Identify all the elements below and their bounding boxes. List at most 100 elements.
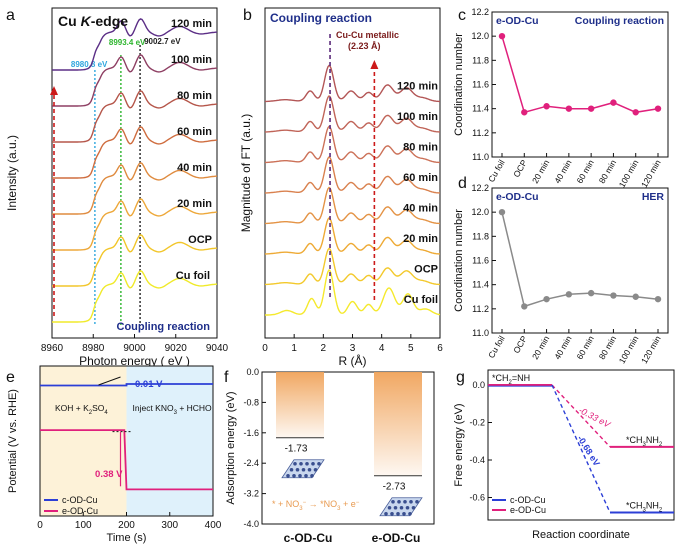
panel-a-xtick-label: 8960 xyxy=(41,343,64,354)
panel-g-level-label-1: *CH3NH2 xyxy=(626,435,663,448)
panel-d-point-5 xyxy=(610,292,617,299)
panel-e-xtick-label: 200 xyxy=(118,520,135,531)
panel-b-series-label-4: 60 min xyxy=(403,172,438,184)
panel-d-xtick-label-4: 60 min xyxy=(574,334,596,361)
panel-f-ytick-label: -3.2 xyxy=(243,489,259,499)
panel-g-level-label-2: *CH3NH2 xyxy=(626,501,663,514)
panel-g-ytick-label: -0.6 xyxy=(469,493,485,503)
panel-d-ytick-label: 12.2 xyxy=(471,183,489,193)
panel-a-spectrum-3 xyxy=(52,162,217,215)
panel-f-frame xyxy=(261,371,435,525)
panel-f-atom xyxy=(289,467,294,472)
panel-label-c: c xyxy=(458,7,466,24)
panel-f-atom xyxy=(405,505,410,510)
panel-f-atom xyxy=(286,473,290,478)
panel-e-delta-e: 0.38 V xyxy=(95,469,123,480)
panel-f-atom xyxy=(390,511,394,516)
panel-a-spectrum-2 xyxy=(52,198,217,251)
panel-a-spectrum-6 xyxy=(52,54,217,107)
panel-c-xtick-label-3: 40 min xyxy=(552,158,574,185)
panel-f-atom xyxy=(298,473,302,478)
panel-b-xtick-label: 4 xyxy=(379,343,385,354)
panel-g-level-label-0: *CH2=NH xyxy=(492,373,530,386)
panel-c-point-4 xyxy=(587,105,595,112)
panel-g-xlabel: Reaction coordinate xyxy=(532,529,630,541)
panel-g-path-c xyxy=(551,384,611,513)
panel-c-xtick-label-5: 80 min xyxy=(597,158,619,185)
panel-c-xtick-label-7: 120 min xyxy=(639,158,663,189)
panel-a-refline-label-2: 9002.7 eV xyxy=(144,37,181,46)
panel-c-point-0 xyxy=(498,32,506,40)
panel-f-atom xyxy=(307,467,312,472)
panel-d-ytick-label: 12.0 xyxy=(471,207,489,217)
panel-g-ytick-label: -0.4 xyxy=(469,455,485,465)
panel-b-series-label-3: 40 min xyxy=(403,203,438,215)
panel-f-atom xyxy=(317,461,321,466)
panel-f-value-label-0: -1.73 xyxy=(285,444,308,455)
panel-f-ytick-label: -4.0 xyxy=(243,519,259,529)
panel-f-atom xyxy=(304,473,308,478)
panel-a-series-label-1: OCP xyxy=(188,234,212,246)
panel-a-spectrum-1 xyxy=(52,234,217,287)
panel-f-atom xyxy=(402,511,406,516)
panel-b-peak-label-1: Cu-Cu metallic xyxy=(336,30,399,40)
panel-c-point-7 xyxy=(654,105,662,112)
panel-f-atom xyxy=(305,461,309,466)
panel-b-series-label-2: 20 min xyxy=(403,233,438,245)
panel-e-shade-left xyxy=(40,366,127,516)
panel-c-point-6 xyxy=(632,109,639,116)
panel-f-ytick-label: -0.8 xyxy=(243,397,259,407)
panel-f-atom xyxy=(403,499,407,504)
panel-a-xtick-label: 9020 xyxy=(165,343,188,354)
panel-d-xtick-label-0: Cu foil xyxy=(486,334,507,360)
panel-a-spectrum-7 xyxy=(52,18,217,71)
panel-d-point-1 xyxy=(521,303,528,310)
panel-g-delta-c: -0.68 eV xyxy=(575,434,602,468)
panel-d-xtick-label-6: 100 min xyxy=(617,334,641,365)
panel-d-point-0 xyxy=(498,208,506,216)
panel-d-xtick-label-7: 120 min xyxy=(639,334,663,365)
panel-e-xtick-label: 300 xyxy=(161,520,178,531)
panel-a-series-label-6: 100 min xyxy=(171,54,212,66)
panel-d-ytick-label: 11.4 xyxy=(472,280,489,290)
panel-d-sample: e-OD-Cu xyxy=(496,191,539,203)
panel-label-b: b xyxy=(243,7,252,24)
panel-d-xtick-label-1: OCP xyxy=(511,334,529,355)
panel-f-bar-1 xyxy=(374,372,422,476)
panel-f-atom xyxy=(415,499,419,504)
panel-b-ylabel: Magnitude of FT (a.u.) xyxy=(239,114,253,233)
panel-f-atom xyxy=(299,461,303,466)
panel-e-line-1 xyxy=(40,429,213,491)
panel-a-series-label-3: 40 min xyxy=(177,162,212,174)
panel-e-legend-label-1: e-OD-Cu xyxy=(62,506,98,516)
panel-e-xtick-label: 400 xyxy=(205,520,222,531)
panel-d-ytick-label: 11.8 xyxy=(472,231,489,241)
panel-f-reaction: * + NO3− → *NO3 + e− xyxy=(272,499,360,512)
panel-f-ylabel: Adsorption energy (eV) xyxy=(225,391,237,504)
panel-e-legend-label-0: c-OD-Cu xyxy=(62,495,98,505)
panel-b-spectrum-4 xyxy=(265,156,440,194)
panel-f-atom xyxy=(408,511,412,516)
panel-c-frame xyxy=(491,11,669,158)
panel-d-xtick-label-3: 40 min xyxy=(552,334,574,361)
panel-f-atom xyxy=(399,505,404,510)
panel-f-atom xyxy=(397,499,401,504)
panel-f-atom xyxy=(293,461,297,466)
panel-d-frame xyxy=(491,187,669,334)
panel-b-spectrum-2 xyxy=(265,217,440,255)
panel-c-xtick-label-6: 100 min xyxy=(617,158,641,189)
panel-f-atom xyxy=(313,467,318,472)
panel-b-spectrum-6 xyxy=(265,95,440,133)
panel-c-title: Coupling reaction xyxy=(575,15,664,27)
panel-g-legend-label-1: e-OD-Cu xyxy=(510,505,546,515)
panel-c-ytick-label: 11.2 xyxy=(472,128,489,138)
panel-a-series-label-0: Cu foil xyxy=(176,270,210,282)
panel-f-atom xyxy=(311,461,315,466)
panel-e-ylabel: Potential (V vs. RHE) xyxy=(7,389,19,493)
panel-b-red-arrow-head xyxy=(370,60,379,69)
panel-f-ytick-label: -1.6 xyxy=(243,428,259,438)
panel-g-legend-label-0: c-OD-Cu xyxy=(510,495,546,505)
panel-c-ytick-label: 11.0 xyxy=(472,152,489,162)
panel-a-spectrum-5 xyxy=(52,90,217,143)
panel-c-point-5 xyxy=(610,99,617,106)
